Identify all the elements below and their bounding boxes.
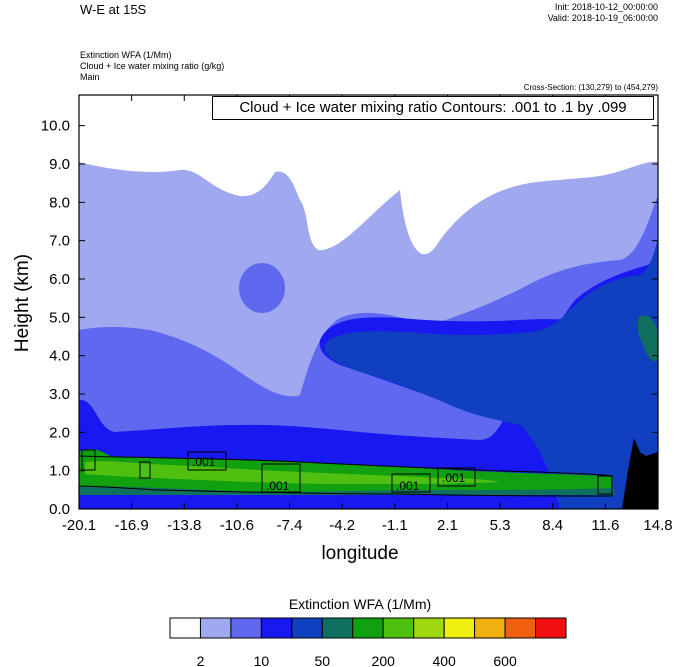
init-time: Init: 2018-10-12_00:00:00 <box>554 2 658 12</box>
x-tick-label: -7.4 <box>277 517 303 534</box>
y-tick-label: 5.0 <box>49 309 70 326</box>
extinction-field <box>79 95 658 509</box>
colorbar-label: 400 <box>432 653 456 667</box>
colorbar-swatch <box>352 617 384 639</box>
field-label-extinction: Extinction WFA (1/Mm) <box>80 50 172 60</box>
y-tick-label: 10.0 <box>41 118 70 135</box>
colorbar-swatch <box>443 617 476 639</box>
cross-section-label: Cross-Section: (130,279) to (454,279) <box>523 83 658 92</box>
mixing-ratio-contours <box>78 449 613 497</box>
x-tick-label: -16.9 <box>115 517 149 534</box>
x-tick-label: 11.6 <box>591 517 619 534</box>
x-axis-label: longitude <box>321 543 399 564</box>
y-tick-label: 2.0 <box>49 424 70 441</box>
contour-labels: .001 .001 .001 .001 <box>192 455 466 493</box>
colorbar-swatch <box>535 617 567 639</box>
plot-frame <box>78 94 659 510</box>
colorbar: 2 10 50 200 400 600 <box>169 617 567 667</box>
x-tick-label: -10.6 <box>220 517 254 534</box>
contour-label: .001 <box>396 479 420 493</box>
valid-time: Valid: 2018-10-19_06:00:00 <box>547 13 658 23</box>
y-tick-label: 1.0 <box>49 463 70 480</box>
plot-title: W-E at 15S <box>80 2 147 17</box>
y-tick-label: 3.0 <box>49 386 70 403</box>
x-tick-label: -13.8 <box>167 517 201 534</box>
contour-label: .001 <box>442 471 466 485</box>
extinction-level-100-200 <box>324 238 658 509</box>
extinction-level-teal <box>638 315 658 362</box>
extinction-blob <box>239 263 285 313</box>
colorbar-swatch <box>321 617 354 639</box>
y-tick-label: 6.0 <box>49 271 70 288</box>
contour-label: .001 <box>192 455 216 469</box>
y-tick-label: 7.0 <box>49 233 70 250</box>
contour-info-box: Cloud + Ice water mixing ratio Contours:… <box>212 96 654 120</box>
terrain <box>622 438 658 509</box>
extinction-level-30-100 <box>79 262 658 509</box>
y-tick-label: 8.0 <box>49 194 70 211</box>
x-tick-label: 8.4 <box>542 517 563 534</box>
x-tick-label: 14.8 <box>643 517 672 534</box>
colorbar-label: 10 <box>254 653 270 667</box>
colorbar-swatch <box>230 617 262 639</box>
y-tick-label: 4.0 <box>49 348 70 365</box>
init-valid-times: Init: 2018-10-12_00:00:00 Valid: 2018-10… <box>548 2 658 24</box>
contour-label: .001 <box>266 479 290 493</box>
colorbar-swatch <box>413 617 445 639</box>
axes: -20.1 -16.9 -13.8 -10.6 -7.4 -4.2 -1.1 2.1 5.3 8.… <box>41 95 673 534</box>
x-tick-label: 2.1 <box>437 517 458 534</box>
colorbar-swatch <box>382 617 415 639</box>
x-tick-label: -4.2 <box>329 517 355 534</box>
y-tick-label: 9.0 <box>49 156 70 173</box>
colorbar-swatch <box>199 617 232 639</box>
colorbar-swatch <box>260 617 293 639</box>
colorbar-swatch <box>291 617 323 639</box>
extinction-level-yellow-green <box>85 461 500 484</box>
colorbar-label: 600 <box>493 653 517 667</box>
y-axis-label: Height (km) <box>12 253 33 353</box>
colorbar-label: 200 <box>372 653 396 667</box>
x-tick-label: 5.3 <box>490 517 511 534</box>
field-label-main: Main <box>80 72 100 82</box>
colorbar-swatch <box>474 617 506 639</box>
x-tick-label: -20.1 <box>62 517 96 534</box>
colorbar-swatch <box>169 617 201 639</box>
colorbar-label: 2 <box>197 653 205 667</box>
colorbar-swatch <box>504 617 537 639</box>
y-tick-label: 0.0 <box>49 501 70 518</box>
colorbar-label: 50 <box>315 653 331 667</box>
colorbar-title: Extinction WFA (1/Mm) <box>288 596 432 612</box>
x-tick-label: -1.1 <box>382 517 408 534</box>
field-label-mixing-ratio: Cloud + Ice water mixing ratio (g/kg) <box>80 61 225 71</box>
